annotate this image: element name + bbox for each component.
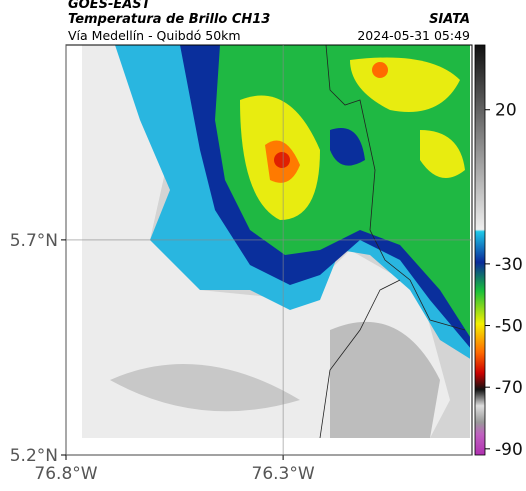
- source: SIATA: [429, 12, 470, 27]
- title: GOES-EAST: [68, 0, 152, 12]
- colorbar: [474, 44, 486, 456]
- satellite-image: [82, 45, 470, 438]
- route: Vía Medellín - Quibdó 50km: [68, 28, 241, 43]
- subtitle: Temperatura de Brillo CH13: [68, 12, 270, 27]
- x-tick-label: 76.8°W: [34, 464, 97, 484]
- colorbar-label: -70: [495, 378, 523, 398]
- ticks: 76.8°W 76.3°W 5.7°N 5.2°N 20 -30 -50 -70 -90: [10, 45, 523, 484]
- colorbar-label: -50: [495, 317, 523, 337]
- colorbar-label: -90: [495, 440, 523, 460]
- timestamp: 2024-05-31 05:49: [357, 28, 470, 43]
- y-tick-label: 5.7°N: [10, 231, 58, 251]
- x-tick-label: 76.3°W: [252, 464, 315, 484]
- colorbar-label: -30: [495, 255, 523, 275]
- y-tick-label: 5.2°N: [10, 446, 58, 466]
- colorbar-label: 20: [495, 101, 517, 121]
